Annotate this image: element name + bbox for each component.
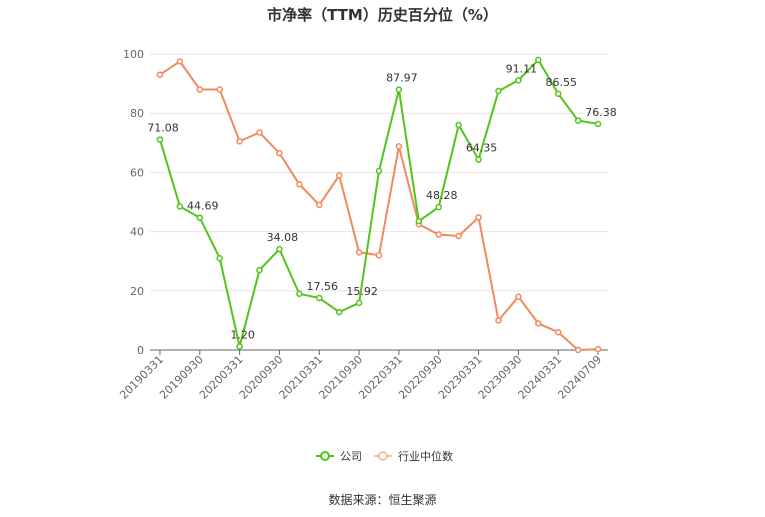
data-point [316, 201, 323, 209]
data-point [316, 294, 323, 302]
data-point [455, 121, 462, 129]
legend: 公司 行业中位数 [316, 449, 453, 463]
data-label: 64.35 [466, 142, 498, 155]
data-point [535, 56, 542, 64]
data-label: 17.56 [307, 280, 339, 293]
legend-item-industry-median: 行业中位数 [374, 449, 453, 463]
data-point [435, 231, 442, 238]
data-point [395, 86, 403, 93]
data-label: 76.38 [585, 106, 617, 119]
x-tick-label: 20240709 [555, 353, 604, 402]
data-point [574, 346, 582, 354]
data-point [196, 214, 204, 221]
data-point [176, 58, 184, 65]
line-chart: 0204060801002019033120190930202003312020… [117, 48, 617, 463]
data-point [375, 167, 383, 175]
data-point [594, 345, 602, 353]
series [156, 56, 602, 354]
data-point [455, 232, 462, 240]
y-tick-label: 40 [130, 226, 144, 239]
data-point [495, 317, 502, 324]
data-point [335, 172, 343, 179]
data-labels: 71.08 44.69 1.20 34.08 17.56 15.92 87.97 48.28 6… [147, 62, 617, 341]
data-label: 1.20 [230, 328, 255, 341]
data-label: 15.92 [346, 285, 378, 298]
data-point [415, 217, 423, 225]
data-point [236, 343, 243, 350]
data-label: 91.11 [506, 62, 538, 75]
y-tick-label: 80 [130, 107, 144, 120]
data-label: 34.08 [267, 231, 299, 244]
data-point [355, 249, 363, 256]
legend-marker [378, 451, 388, 461]
data-label: 86.55 [545, 76, 577, 89]
y-tick-label: 100 [123, 48, 144, 61]
data-point [355, 299, 363, 307]
data-point [156, 136, 164, 143]
y-tick-label: 0 [137, 344, 144, 357]
data-point [236, 138, 243, 145]
data-point [554, 328, 562, 336]
data-point [495, 87, 502, 95]
data-label: 48.28 [426, 189, 458, 202]
y-tick-label: 20 [130, 285, 144, 298]
data-label: 71.08 [147, 122, 179, 135]
axes: 0204060801002019033120190930202003312020… [117, 48, 608, 402]
legend-label: 行业中位数 [398, 449, 453, 463]
data-point [375, 252, 383, 259]
data-point [594, 120, 602, 128]
legend-marker [320, 451, 330, 461]
legend-label: 公司 [340, 450, 362, 463]
data-point [256, 266, 263, 274]
legend-item-company: 公司 [316, 450, 362, 463]
series-industry-median [156, 58, 602, 354]
data-point [554, 90, 562, 98]
series-line [159, 60, 599, 352]
data-point [196, 86, 204, 93]
data-point [176, 203, 184, 210]
data-label: 44.69 [187, 200, 219, 213]
y-tick-label: 60 [130, 166, 144, 179]
data-point [574, 117, 582, 124]
data-point [435, 203, 442, 211]
data-point [535, 320, 542, 327]
data-point [216, 86, 223, 93]
data-point [475, 214, 482, 221]
data-point [335, 308, 343, 316]
data-point [395, 143, 403, 150]
data-source: 数据来源：恒生聚源 [328, 493, 437, 507]
data-point [156, 71, 164, 78]
data-point [296, 290, 303, 298]
data-point [216, 254, 223, 262]
data-point [256, 129, 263, 136]
data-point [515, 293, 522, 300]
data-point [276, 245, 283, 253]
data-label: 87.97 [386, 72, 418, 85]
chart-title: 市净率（TTM）历史百分位（%） [267, 6, 498, 24]
series-company [156, 56, 602, 350]
data-point [296, 180, 303, 188]
data-point [475, 156, 482, 163]
data-point [515, 77, 522, 84]
data-point [276, 149, 283, 157]
